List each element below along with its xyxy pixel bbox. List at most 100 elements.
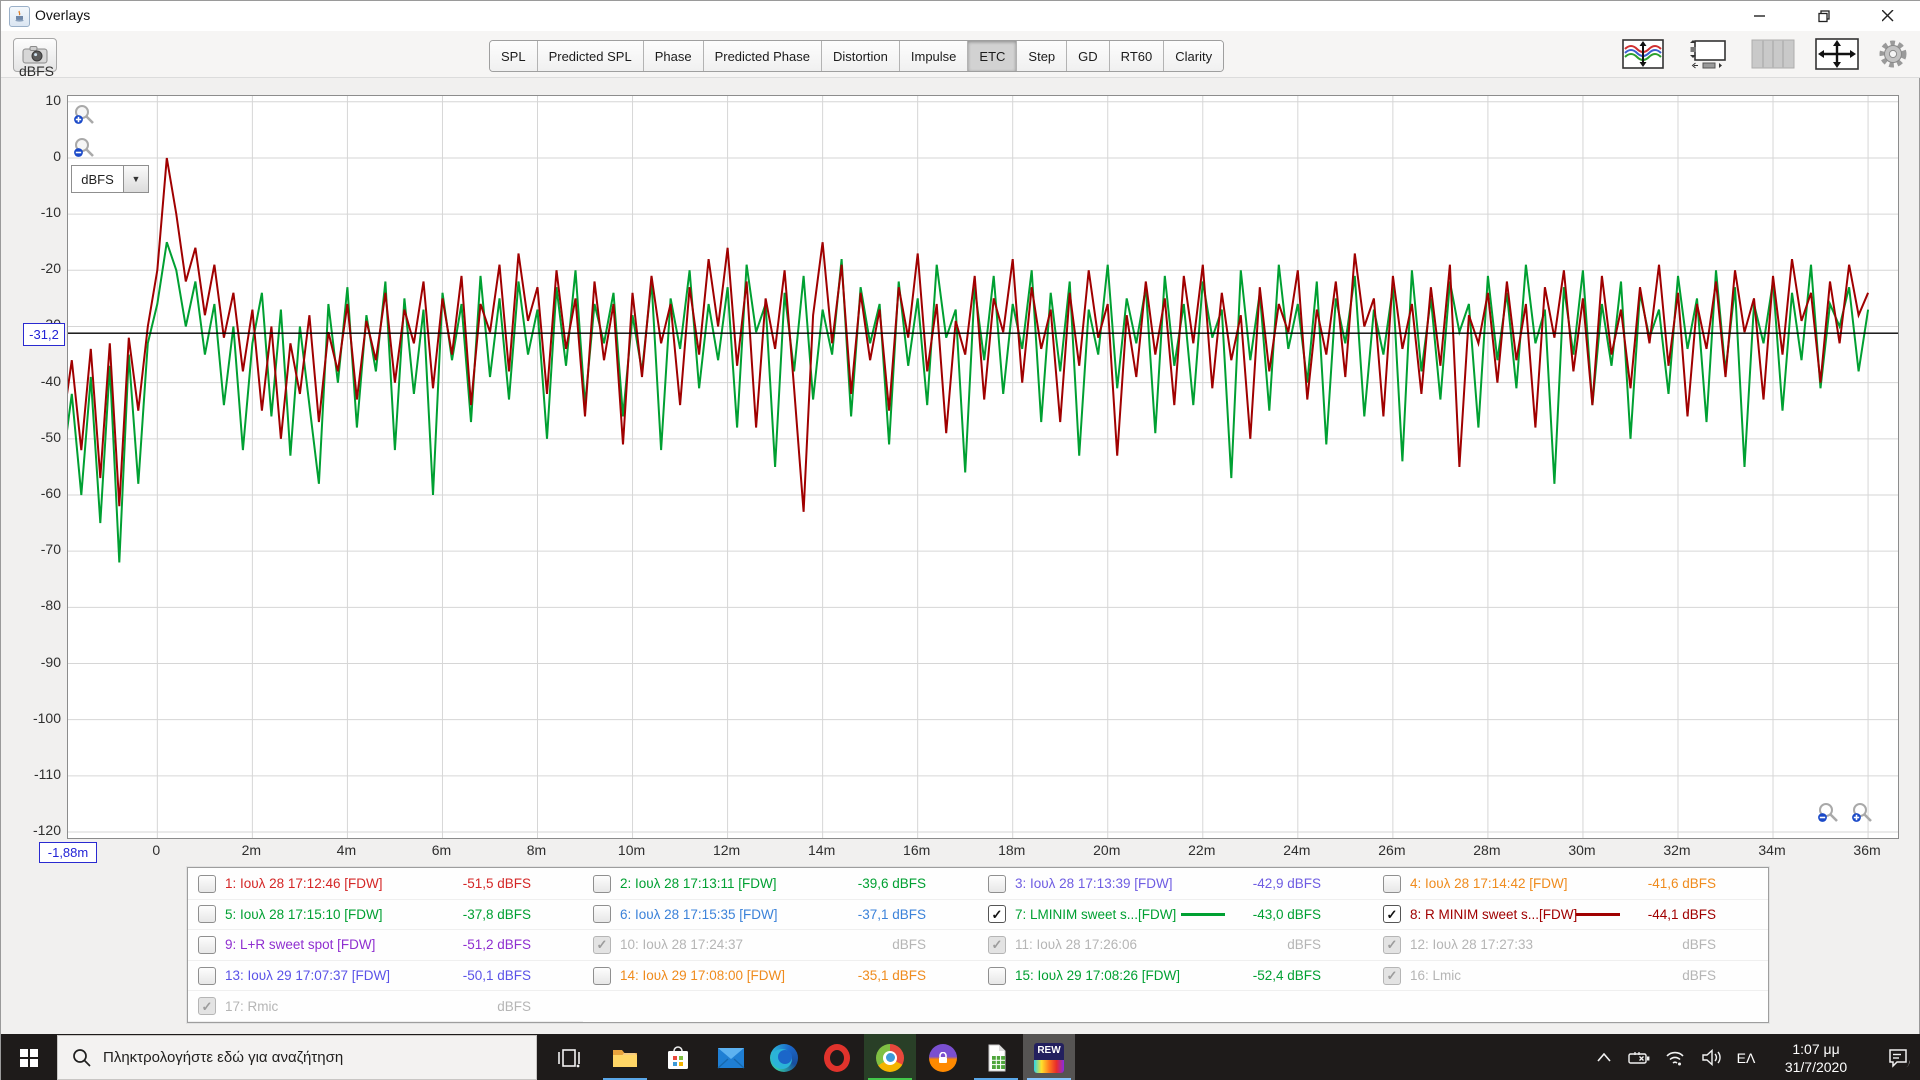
legend-entry[interactable]: ✓ 12: Ιουλ 28 17:27:33 dBFS xyxy=(1373,930,1768,961)
legend-entry[interactable]: ✓ 11: Ιουλ 28 17:26:06 dBFS xyxy=(978,930,1373,961)
tray-clock[interactable]: 1:07 μμ 31/7/2020 xyxy=(1757,1034,1875,1080)
capture-graph-button[interactable] xyxy=(13,38,57,72)
taskbar-app-chrome[interactable] xyxy=(864,1034,916,1080)
libreoffice-icon xyxy=(988,1044,1006,1071)
zoom-in-y-button[interactable] xyxy=(73,104,97,128)
chevron-down-icon[interactable]: ▼ xyxy=(123,166,148,192)
legend-label: 17: Rmic xyxy=(225,998,279,1014)
legend-entry[interactable]: ✓ 7: LMINIM sweet s...[FDW] -43,0 dBFS xyxy=(978,900,1373,931)
legend-line-swatch xyxy=(1576,912,1620,916)
legend-checkbox[interactable] xyxy=(198,935,216,954)
legend-checkbox[interactable] xyxy=(198,874,216,893)
legend-entry[interactable]: 14: Ιουλ 29 17:08:00 [FDW] -35,1 dBFS xyxy=(583,961,978,992)
y-tick-label: -90 xyxy=(40,653,61,670)
tab-predicted-phase[interactable]: Predicted Phase xyxy=(703,41,822,71)
taskbar-app-opera-private[interactable] xyxy=(917,1034,969,1080)
notification-center-button[interactable] xyxy=(1879,1034,1919,1080)
thumbnail-plot-button[interactable] xyxy=(1683,37,1731,71)
legend-entry[interactable]: 13: Ιουλ 29 17:07:37 [FDW] -50,1 dBFS xyxy=(188,961,583,992)
start-button[interactable] xyxy=(1,1034,57,1080)
legend-entry[interactable]: 3: Ιουλ 28 17:13:39 [FDW] -42,9 dBFS xyxy=(978,869,1373,900)
restore-icon xyxy=(1817,9,1830,22)
legend-checkbox[interactable] xyxy=(593,905,611,924)
task-view-button[interactable] xyxy=(543,1034,595,1080)
legend-entry[interactable]: ✓ 10: Ιουλ 28 17:24:37 dBFS xyxy=(583,930,978,961)
column-grid-button[interactable] xyxy=(1749,37,1797,71)
legend-entry[interactable]: ✓ 16: Lmic dBFS xyxy=(1373,961,1768,992)
tray-chevron-button[interactable] xyxy=(1587,1034,1621,1080)
taskbar-app-edge[interactable] xyxy=(758,1034,810,1080)
legend-checkbox[interactable]: ✓ xyxy=(1383,905,1401,924)
legend-checkbox[interactable]: ✓ xyxy=(1383,966,1401,985)
y-unit-dropdown[interactable]: dBFS ▼ xyxy=(71,165,149,193)
tab-rt60[interactable]: RT60 xyxy=(1109,41,1165,71)
y-tick-label: -60 xyxy=(40,484,61,501)
tab-distortion[interactable]: Distortion xyxy=(821,41,900,71)
settings-button[interactable] xyxy=(1873,37,1913,71)
taskbar-app-mail[interactable] xyxy=(705,1034,757,1080)
tray-battery[interactable] xyxy=(1621,1034,1657,1080)
close-button[interactable] xyxy=(1865,1,1911,31)
legend-checkbox[interactable] xyxy=(988,966,1006,985)
tray-date: 31/7/2020 xyxy=(1784,1058,1848,1075)
restore-button[interactable] xyxy=(1801,1,1847,31)
x-tick-label: 8m xyxy=(526,842,547,858)
legend-checkbox[interactable] xyxy=(593,874,611,893)
legend-value: -50,1 dBFS xyxy=(462,968,531,984)
x-tick-label: 0 xyxy=(152,842,161,858)
legend-checkbox[interactable] xyxy=(198,905,216,924)
legend-checkbox[interactable]: ✓ xyxy=(1383,935,1401,954)
zoom-out-x-button[interactable] xyxy=(1817,802,1841,826)
tray-volume[interactable] xyxy=(1693,1034,1731,1080)
legend-checkbox[interactable]: ✓ xyxy=(198,997,216,1016)
legend-checkbox[interactable] xyxy=(593,966,611,985)
tray-network[interactable] xyxy=(1657,1034,1693,1080)
cursor-level-readout[interactable]: -31,2 xyxy=(23,323,65,346)
taskbar-app-opera[interactable] xyxy=(811,1034,863,1080)
legend-entry[interactable]: ✓ 8: R MINIM sweet s...[FDW] -44,1 dBFS xyxy=(1373,900,1768,931)
legend-entry[interactable]: 5: Ιουλ 28 17:15:10 [FDW] -37,8 dBFS xyxy=(188,900,583,931)
taskbar-app-rew[interactable]: REW xyxy=(1023,1034,1075,1080)
taskbar-app-libreoffice[interactable] xyxy=(970,1034,1022,1080)
legend-entry[interactable]: 9: L+R sweet spot [FDW] -51,2 dBFS xyxy=(188,930,583,961)
pan-zoom-button[interactable] xyxy=(1813,37,1861,71)
legend-entry[interactable]: 15: Ιουλ 29 17:08:26 [FDW] -52,4 dBFS xyxy=(978,961,1373,992)
legend-entry[interactable]: 1: Ιουλ 28 17:12:46 [FDW] -51,5 dBFS xyxy=(188,869,583,900)
tab-predicted-spl[interactable]: Predicted SPL xyxy=(537,41,644,71)
legend-label: 5: Ιουλ 28 17:15:10 [FDW] xyxy=(225,906,383,922)
minimize-button[interactable] xyxy=(1737,1,1783,31)
legend-entry[interactable]: 2: Ιουλ 28 17:13:11 [FDW] -39,6 dBFS xyxy=(583,869,978,900)
legend-checkbox[interactable]: ✓ xyxy=(988,905,1006,924)
legend-checkbox[interactable]: ✓ xyxy=(988,935,1006,954)
cursor-time-readout[interactable]: -1,88m xyxy=(39,842,97,863)
tab-phase[interactable]: Phase xyxy=(643,41,704,71)
legend-entry[interactable]: 6: Ιουλ 28 17:15:35 [FDW] -37,1 dBFS xyxy=(583,900,978,931)
windows-logo-icon xyxy=(20,1048,38,1067)
zoom-in-x-button[interactable] xyxy=(1851,802,1875,826)
tab-clarity[interactable]: Clarity xyxy=(1164,41,1224,71)
windows-taskbar: Πληκτρολογήστε εδώ για αναζήτηση xyxy=(1,1034,1920,1080)
legend-checkbox[interactable]: ✓ xyxy=(593,935,611,954)
tab-etc[interactable]: ETC xyxy=(968,41,1018,71)
edge-icon xyxy=(770,1043,798,1072)
legend-checkbox[interactable] xyxy=(1383,874,1401,893)
legend-label: 6: Ιουλ 28 17:15:35 [FDW] xyxy=(620,906,778,922)
zoom-out-icon xyxy=(1818,803,1838,822)
legend-value: -41,6 dBFS xyxy=(1647,876,1716,892)
tab-gd[interactable]: GD xyxy=(1067,41,1110,71)
tab-impulse[interactable]: Impulse xyxy=(899,41,969,71)
legend-entry[interactable]: ✓ 17: Rmic dBFS xyxy=(188,991,583,1022)
zoom-out-icon xyxy=(74,138,94,157)
zoom-out-y-button[interactable] xyxy=(73,137,97,161)
taskbar-app-microsoft-store[interactable] xyxy=(652,1034,704,1080)
tab-spl[interactable]: SPL xyxy=(490,41,538,71)
tray-language[interactable]: ΕΛ xyxy=(1736,1049,1756,1066)
taskbar-app-file-explorer[interactable] xyxy=(599,1034,651,1080)
tab-step[interactable]: Step xyxy=(1017,41,1068,71)
taskbar-search-box[interactable]: Πληκτρολογήστε εδώ για αναζήτηση xyxy=(57,1035,537,1080)
legend-checkbox[interactable] xyxy=(198,966,216,985)
legend-checkbox[interactable] xyxy=(988,874,1006,893)
trace-offset-button[interactable] xyxy=(1619,37,1667,71)
etc-plot-area[interactable] xyxy=(67,95,1899,839)
legend-entry[interactable]: 4: Ιουλ 28 17:14:42 [FDW] -41,6 dBFS xyxy=(1373,869,1768,900)
